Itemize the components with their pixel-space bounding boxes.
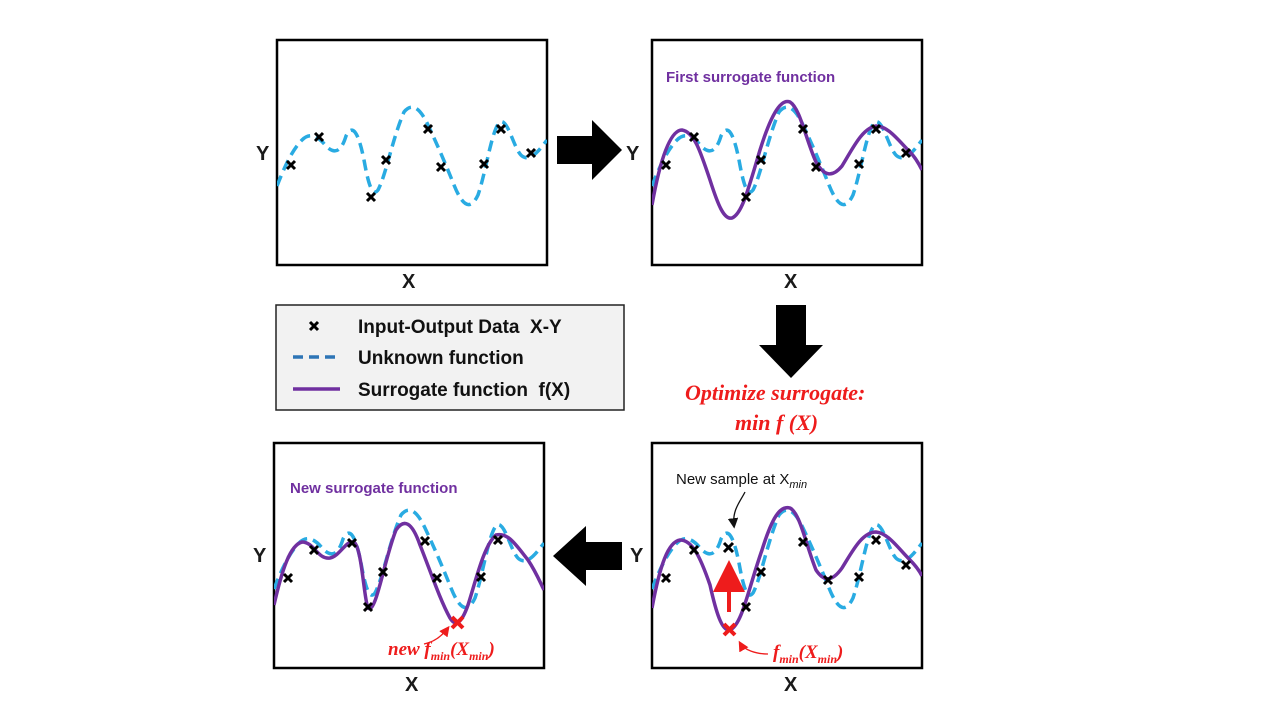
data-point	[419, 535, 431, 547]
fmin-label: fmin(Xmin)	[773, 642, 843, 666]
arrow-right-icon	[557, 120, 622, 180]
y-axis-label: Y	[256, 143, 270, 165]
data-point	[362, 601, 374, 613]
unknown-function-curve	[277, 105, 547, 207]
legend-item-surrogate: Surrogate function f(X)	[358, 380, 570, 401]
data-points	[660, 534, 912, 613]
panel-2-frame	[650, 38, 924, 267]
legend-item-data: Input-Output Data X-Y	[358, 317, 562, 338]
panel-3-title: New surrogate function	[290, 480, 458, 497]
data-points	[285, 123, 537, 203]
data-point	[900, 147, 912, 159]
data-point	[435, 161, 447, 173]
panel-2: First surrogate function Y X	[626, 38, 924, 293]
data-point	[380, 154, 392, 166]
data-point	[377, 566, 389, 578]
data-point	[285, 159, 297, 171]
y-axis-label: Y	[630, 545, 644, 567]
fmin-pointer-arrow	[738, 640, 769, 655]
x-axis-label: X	[405, 674, 419, 696]
data-point	[688, 544, 700, 556]
data-point	[660, 572, 672, 584]
data-point	[853, 158, 865, 170]
data-point	[475, 571, 487, 583]
data-point	[740, 191, 752, 203]
panel-3-frame	[272, 441, 546, 670]
panel-1: Y X	[256, 38, 549, 293]
data-point	[282, 572, 294, 584]
data-point	[346, 537, 358, 549]
new-fmin-pointer-arrow	[423, 625, 450, 645]
data-point	[755, 566, 767, 578]
new-fmin-marker	[450, 615, 465, 630]
optimize-label-line2: min f (X)	[735, 410, 818, 435]
x-axis-label: X	[402, 271, 416, 293]
unknown-function-curve	[652, 508, 922, 610]
panel-1-frame	[275, 38, 549, 267]
panel-3: New surrogate function new fmin(Xmin) Y …	[253, 441, 546, 696]
data-point	[478, 158, 490, 170]
annotation-arrow	[727, 491, 746, 529]
data-point	[431, 572, 443, 584]
data-point	[660, 159, 672, 171]
legend-item-unknown: Unknown function	[358, 348, 524, 369]
data-point	[797, 123, 809, 135]
data-point	[492, 534, 504, 546]
data-point	[755, 154, 767, 166]
data-point	[495, 123, 507, 135]
new-sample-annotation: New sample at Xmin	[676, 471, 807, 491]
data-point	[797, 536, 809, 548]
panel-4: New sample at Xmin fmin(Xmin) Y X	[630, 441, 924, 696]
x-axis-label: X	[784, 271, 798, 293]
data-point	[313, 131, 325, 143]
data-point	[870, 123, 882, 135]
surrogate-function-curve	[274, 521, 544, 625]
data-point	[525, 147, 537, 159]
fmin-marker	[722, 622, 737, 637]
data-point	[853, 571, 865, 583]
data-point	[870, 534, 882, 546]
data-point	[365, 191, 377, 203]
data-point	[740, 601, 752, 613]
data-point	[688, 131, 700, 143]
data-points	[660, 123, 912, 203]
unknown-function-curve	[274, 508, 544, 610]
x-axis-label: X	[784, 674, 798, 696]
y-axis-label: Y	[626, 143, 640, 165]
surrogate-function-curve	[652, 505, 922, 632]
arrow-left-icon	[553, 526, 622, 586]
arrow-down-icon	[759, 305, 823, 378]
data-points	[282, 534, 504, 613]
panel-2-title: First surrogate function	[666, 69, 835, 86]
data-point	[810, 161, 822, 173]
data-point	[422, 123, 434, 135]
optimize-label-line1: Optimize surrogate:	[685, 380, 865, 405]
legend-x-marker-icon	[308, 320, 320, 332]
data-point	[308, 544, 320, 556]
data-point	[822, 574, 834, 586]
surrogate-function-curve	[652, 99, 922, 220]
legend: Input-Output Data X-Y Unknown function S…	[275, 304, 625, 411]
data-point	[900, 559, 912, 571]
new-fmin-label: new fmin(Xmin)	[388, 639, 495, 663]
data-point	[722, 541, 735, 554]
unknown-function-curve	[652, 105, 922, 207]
y-axis-label: Y	[253, 545, 267, 567]
